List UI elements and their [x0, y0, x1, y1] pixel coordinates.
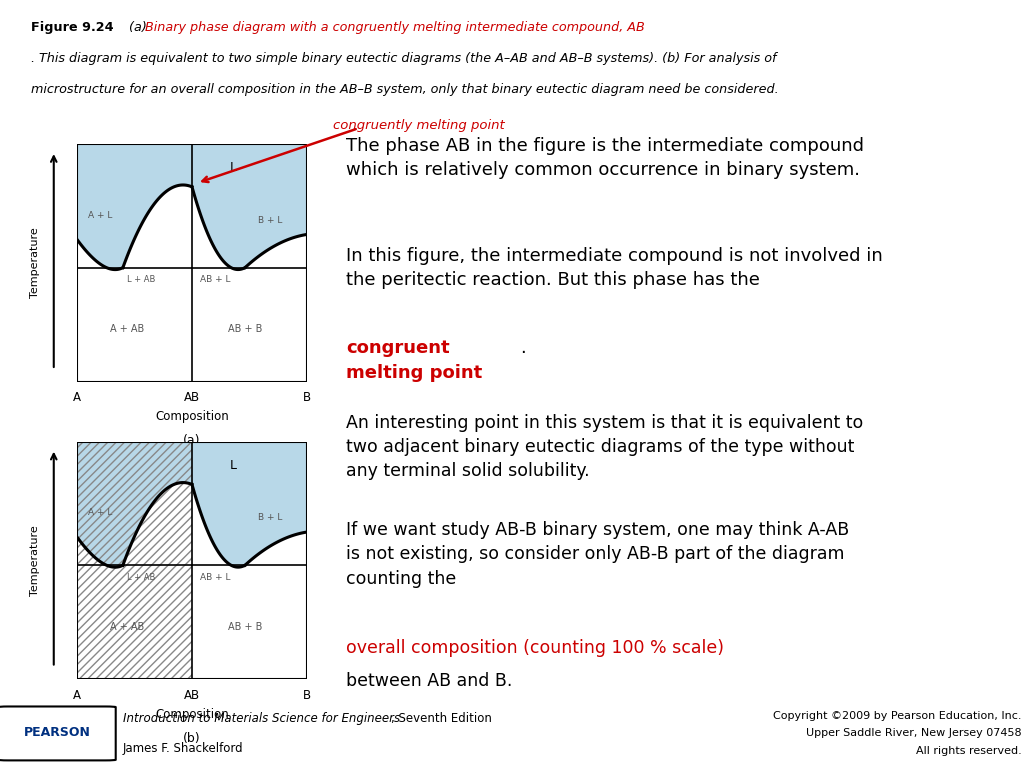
Text: (a): (a)	[183, 434, 201, 447]
Text: A: A	[73, 689, 81, 702]
Text: In this figure, the intermediate compound is not involved in
the peritectic reac: In this figure, the intermediate compoun…	[346, 247, 883, 289]
Text: If we want study AB-B binary system, one may think A-AB
is not existing, so cons: If we want study AB-B binary system, one…	[346, 521, 850, 588]
Polygon shape	[193, 187, 307, 382]
Text: AB + B: AB + B	[227, 325, 262, 335]
Text: B: B	[303, 689, 311, 702]
Polygon shape	[77, 185, 193, 382]
Text: , Seventh Edition: , Seventh Edition	[391, 712, 493, 725]
Text: AB: AB	[184, 391, 200, 404]
Text: Composition: Composition	[155, 708, 229, 721]
Text: AB + L: AB + L	[200, 275, 230, 284]
Polygon shape	[77, 442, 193, 568]
Text: A + AB: A + AB	[111, 622, 144, 632]
Text: (b): (b)	[183, 732, 201, 745]
Text: Figure 9.24: Figure 9.24	[31, 21, 114, 34]
Text: Upper Saddle River, New Jersey 07458: Upper Saddle River, New Jersey 07458	[806, 728, 1022, 739]
Polygon shape	[193, 485, 307, 680]
Text: (a): (a)	[121, 21, 151, 34]
Text: Copyright ©2009 by Pearson Education, Inc.: Copyright ©2009 by Pearson Education, In…	[773, 711, 1022, 721]
Text: B + L: B + L	[258, 216, 283, 224]
Text: B + L: B + L	[258, 513, 283, 522]
Text: AB + L: AB + L	[200, 573, 230, 581]
Text: Temperature: Temperature	[31, 227, 40, 298]
Bar	[77, 442, 193, 680]
Text: Temperature: Temperature	[31, 525, 40, 596]
Text: PEARSON: PEARSON	[24, 726, 90, 739]
Text: . This diagram is equivalent to two simple binary eutectic diagrams (the A–AB an: . This diagram is equivalent to two simp…	[31, 52, 776, 65]
Text: Binary phase diagram with a congruently melting intermediate compound, AB: Binary phase diagram with a congruently …	[144, 21, 644, 34]
Text: congruently melting point: congruently melting point	[333, 119, 505, 132]
Text: L + AB: L + AB	[127, 573, 156, 581]
Text: L + AB: L + AB	[127, 275, 156, 284]
Text: .: .	[520, 339, 525, 357]
Text: The phase AB in the figure is the intermediate compound
which is relatively comm: The phase AB in the figure is the interm…	[346, 137, 864, 179]
Text: L: L	[230, 459, 237, 472]
Text: congruent
melting point: congruent melting point	[346, 339, 482, 382]
Text: Composition: Composition	[155, 410, 229, 423]
Text: overall composition (counting 100 % scale): overall composition (counting 100 % scal…	[346, 638, 724, 657]
Text: A + L: A + L	[88, 211, 112, 220]
Text: AB: AB	[184, 689, 200, 702]
Text: A + AB: A + AB	[111, 325, 144, 335]
Text: L: L	[230, 161, 237, 174]
Text: Introduction to Materials Science for Engineers: Introduction to Materials Science for En…	[123, 712, 400, 725]
Text: A: A	[73, 391, 81, 404]
FancyBboxPatch shape	[0, 707, 116, 760]
Text: A + L: A + L	[88, 508, 112, 518]
Polygon shape	[77, 482, 193, 680]
Text: AB + B: AB + B	[227, 622, 262, 632]
Text: James F. Shackelford: James F. Shackelford	[123, 742, 244, 755]
Text: between AB and B.: between AB and B.	[346, 672, 513, 690]
Text: All rights reserved.: All rights reserved.	[916, 746, 1022, 756]
Text: B: B	[303, 391, 311, 404]
Text: microstructure for an overall composition in the AB–B system, only that binary e: microstructure for an overall compositio…	[31, 84, 778, 97]
Text: An interesting point in this system is that it is equivalent to
two adjacent bin: An interesting point in this system is t…	[346, 414, 863, 481]
